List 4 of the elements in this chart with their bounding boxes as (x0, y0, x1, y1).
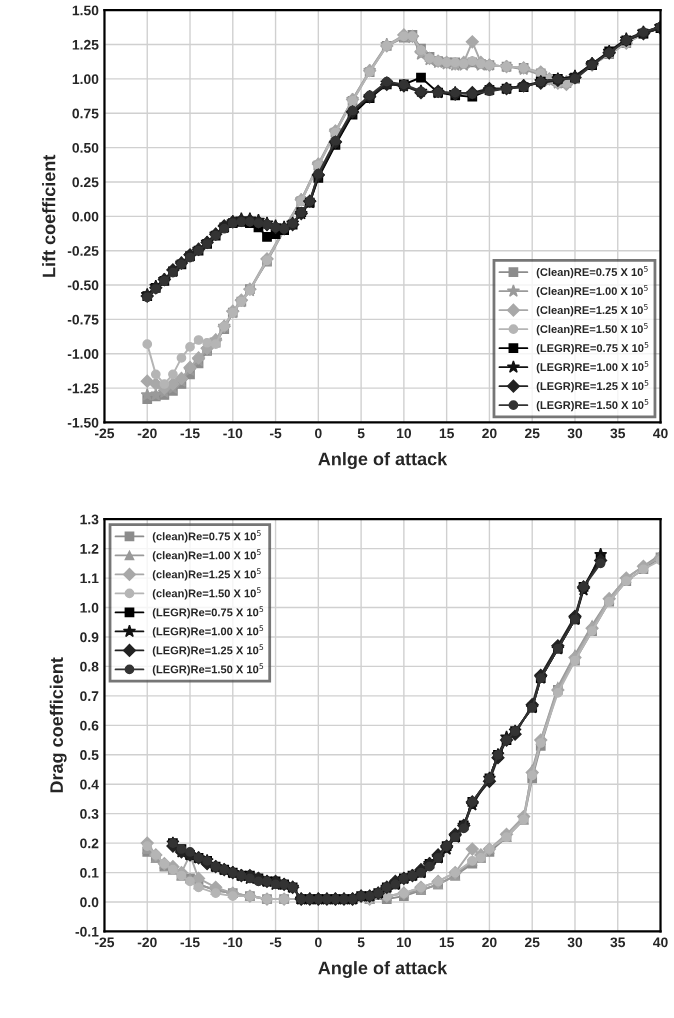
y-axis-title: Lift coefficient (42, 154, 56, 277)
x-axis-title: Angle of attack (318, 961, 448, 978)
x-axis-title: Anlge of attack (318, 452, 448, 469)
y-axis-title: Drag coefficient (49, 657, 67, 793)
